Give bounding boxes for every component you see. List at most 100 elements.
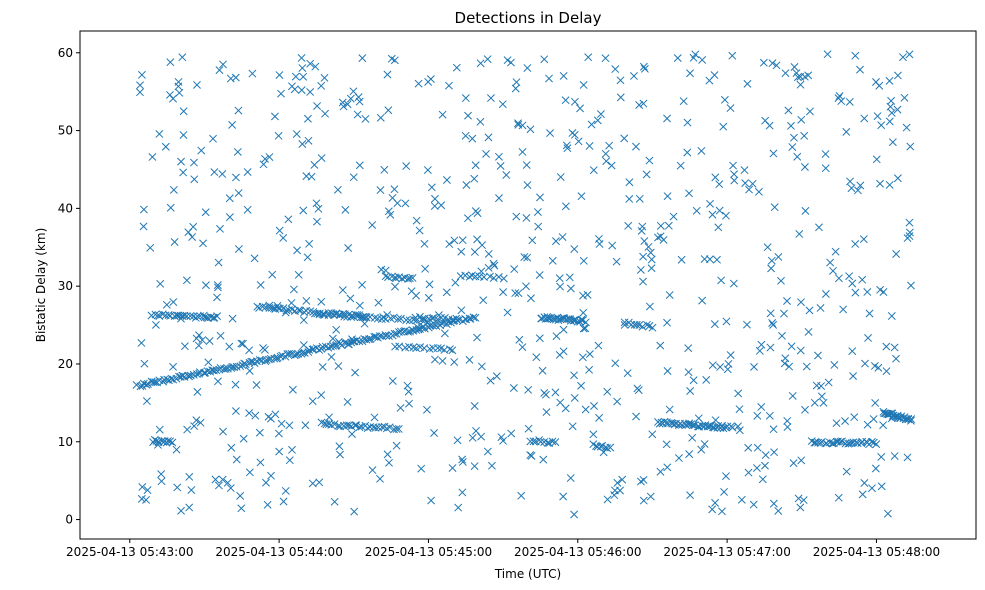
detection-marker (211, 475, 220, 484)
detection-marker (761, 116, 770, 125)
detection-marker (471, 161, 480, 170)
detection-marker (299, 316, 308, 325)
detection-marker (461, 94, 470, 103)
detection-marker (589, 430, 598, 439)
y-tick-label: 10 (58, 435, 73, 449)
detection-marker (245, 468, 254, 477)
detection-marker (328, 334, 337, 343)
detection-marker (226, 74, 235, 83)
detection-marker (769, 425, 778, 434)
detection-marker (155, 425, 164, 434)
detection-marker (482, 149, 490, 158)
detection-marker (346, 294, 355, 303)
detection-marker (686, 491, 695, 500)
detection-marker (270, 112, 279, 121)
detection-marker (766, 343, 775, 352)
detection-marker (396, 314, 405, 323)
detection-marker (538, 366, 547, 375)
detection-marker (800, 163, 809, 171)
detection-marker (251, 411, 260, 420)
detection-marker (169, 185, 178, 194)
detection-marker (730, 170, 739, 179)
detection-marker (243, 205, 252, 214)
detection-marker (900, 93, 909, 102)
detection-marker (645, 302, 654, 311)
detection-marker (835, 92, 844, 100)
detection-marker (584, 53, 593, 62)
detection-marker (218, 475, 227, 484)
detection-marker (714, 223, 723, 232)
detection-marker (570, 97, 579, 106)
detection-marker (139, 222, 148, 231)
detection-marker (383, 70, 392, 79)
detection-marker (595, 413, 604, 422)
detection-marker (636, 477, 645, 486)
detection-marker (351, 368, 360, 377)
detection-marker (335, 442, 344, 451)
detection-marker (877, 453, 886, 461)
detection-marker (907, 415, 916, 424)
detection-marker (735, 405, 744, 414)
detection-marker (468, 134, 477, 143)
detection-marker (424, 293, 433, 302)
detection-marker (551, 438, 560, 447)
detection-marker (453, 436, 462, 445)
detection-marker (752, 464, 761, 472)
detection-marker (729, 161, 737, 170)
detection-marker (663, 318, 672, 327)
detection-marker (570, 130, 579, 139)
detection-marker (856, 181, 865, 190)
detection-marker (629, 72, 638, 80)
detection-marker (262, 478, 270, 487)
detection-marker (663, 192, 672, 201)
detection-marker (860, 479, 869, 487)
detection-marker (420, 239, 429, 248)
detection-marker (178, 371, 187, 380)
detection-marker (767, 256, 776, 265)
detection-marker (492, 372, 501, 381)
detection-marker (471, 207, 480, 216)
detection-marker (232, 455, 241, 464)
detection-marker (381, 266, 390, 275)
detection-marker (248, 69, 257, 78)
detection-marker (287, 298, 296, 307)
detection-marker (430, 202, 439, 210)
detection-marker (722, 211, 730, 220)
detection-marker (594, 341, 603, 350)
detection-marker (308, 479, 317, 488)
detection-marker (285, 421, 294, 430)
detection-marker (810, 398, 819, 407)
detection-marker (903, 453, 912, 462)
detection-marker (478, 241, 487, 250)
detection-marker (277, 419, 286, 428)
detection-marker (214, 481, 223, 490)
detection-marker (870, 362, 879, 370)
detection-marker (285, 456, 294, 465)
detection-marker (566, 474, 575, 482)
detection-marker (175, 88, 184, 97)
detection-marker (596, 110, 605, 119)
detection-marker (362, 313, 371, 322)
detection-marker (476, 117, 485, 126)
x-tick-label: 2025-04-13 05:46:00 (514, 545, 641, 559)
detection-marker (293, 246, 302, 255)
detection-marker (728, 51, 737, 60)
detection-marker (551, 237, 560, 246)
detection-marker (448, 315, 457, 324)
detection-marker (792, 69, 801, 78)
detection-marker (612, 257, 621, 266)
detection-marker (512, 212, 521, 221)
detection-marker (868, 484, 876, 493)
detection-marker (885, 117, 894, 126)
detection-marker (804, 327, 813, 336)
detection-marker (700, 440, 709, 448)
detection-marker (711, 498, 720, 507)
detection-marker (864, 333, 873, 342)
detection-marker (848, 347, 857, 356)
detection-marker (177, 157, 185, 166)
detection-marker (656, 341, 665, 350)
detection-marker (189, 158, 198, 167)
detection-marker (906, 142, 915, 151)
detection-marker (197, 146, 206, 155)
detection-marker (157, 470, 166, 479)
